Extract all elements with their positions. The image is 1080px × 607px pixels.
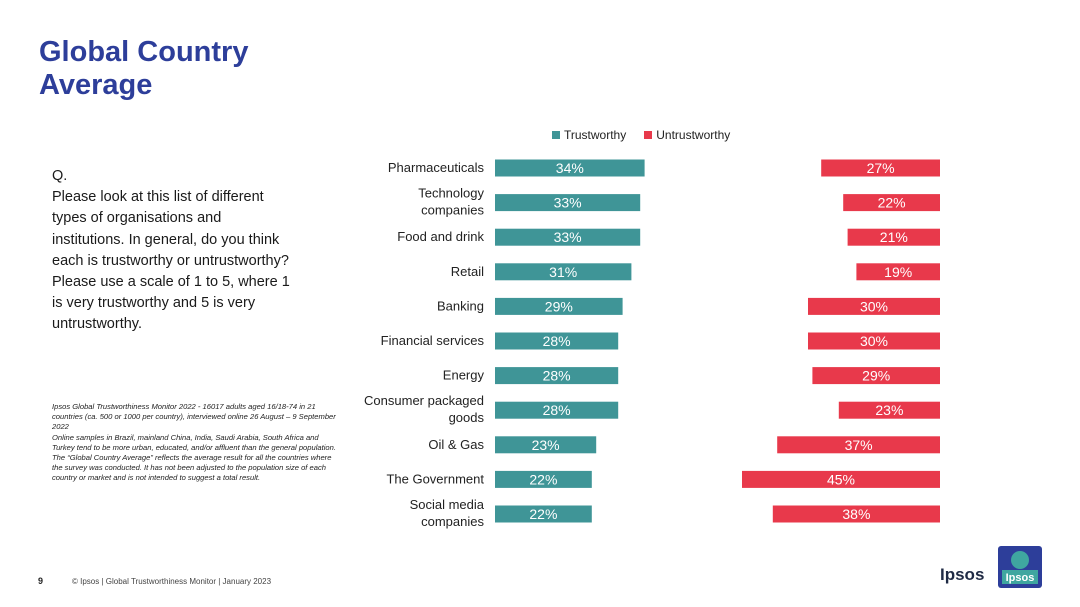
category-label: Food and drink (397, 229, 484, 244)
bar-trustworthy (495, 436, 597, 454)
chart-legend: Trustworthy Untrustworthy (552, 128, 730, 142)
bar-untrustworthy (808, 332, 940, 350)
bar-label-trustworthy: 33% (554, 195, 582, 211)
bar-label-untrustworthy: 19% (884, 264, 912, 280)
category-label: Oil & Gas (428, 437, 484, 452)
bar-label-trustworthy: 28% (543, 402, 571, 418)
bar-trustworthy (495, 297, 623, 315)
notes-line-3: The “Global Country Average” reflects th… (52, 453, 332, 483)
bar-label-trustworthy: 33% (554, 229, 582, 245)
bar-label-untrustworthy: 45% (827, 471, 855, 487)
bar-label-trustworthy: 29% (545, 298, 573, 314)
legend-swatch-untrustworthy (644, 131, 653, 139)
bar-label-trustworthy: 28% (543, 368, 571, 384)
legend-item-untrustworthy: Untrustworthy (644, 128, 730, 142)
bar-untrustworthy (821, 159, 940, 177)
category-label: Energy (443, 368, 485, 383)
logo-badge-text: Ipsos (1006, 572, 1035, 584)
bar-untrustworthy (838, 401, 940, 419)
bar-untrustworthy (742, 470, 940, 488)
bar-untrustworthy (847, 228, 940, 246)
bar-label-trustworthy: 31% (549, 264, 577, 280)
bar-label-untrustworthy: 22% (878, 195, 906, 211)
bar-label-untrustworthy: 23% (875, 402, 903, 418)
page-number: 9 (38, 576, 44, 586)
bar-label-trustworthy: 28% (543, 333, 571, 349)
bar-trustworthy (495, 401, 619, 419)
category-label: Consumer packaged goods (364, 393, 484, 425)
category-label: Technology companies (418, 186, 484, 218)
bar-label-untrustworthy: 30% (860, 333, 888, 349)
bar-untrustworthy (843, 194, 940, 212)
bar-label-trustworthy: 34% (556, 160, 584, 176)
notes-line-1: Ipsos Global Trustworthiness Monitor 202… (52, 402, 336, 432)
bar-label-untrustworthy: 27% (867, 160, 895, 176)
bar-trustworthy (495, 505, 592, 523)
notes-line-2: Online samples in Brazil, mainland China… (52, 432, 336, 452)
question-label: Q. (52, 168, 68, 184)
bar-label-trustworthy: 22% (529, 506, 557, 522)
legend-swatch-trustworthy (552, 131, 560, 139)
bar-untrustworthy (808, 297, 940, 315)
category-label: The Government (386, 471, 484, 486)
bar-label-untrustworthy: 21% (880, 229, 908, 245)
category-label: Financial services (381, 333, 485, 348)
bar-untrustworthy (772, 505, 940, 523)
bar-trustworthy (495, 263, 632, 281)
methodology-notes: Ipsos Global Trustworthiness Monitor 202… (52, 402, 342, 484)
bar-trustworthy (495, 159, 645, 177)
bar-label-trustworthy: 23% (532, 437, 560, 453)
bar-label-untrustworthy: 38% (842, 506, 870, 522)
category-label: Retail (451, 264, 484, 279)
ipsos-wordmark: Ipsos (940, 565, 985, 584)
bar-trustworthy (495, 332, 619, 350)
bar-untrustworthy (812, 367, 940, 385)
footer-copyright: © Ipsos | Global Trustworthiness Monitor… (72, 577, 272, 586)
category-label: Banking (437, 298, 484, 313)
legend-item-trustworthy: Trustworthy (552, 128, 626, 142)
category-label: Social media companies (410, 497, 485, 529)
category-label: Pharmaceuticals (388, 160, 485, 175)
bar-trustworthy (495, 194, 641, 212)
bar-untrustworthy (856, 263, 940, 281)
bar-trustworthy (495, 367, 619, 385)
bar-label-untrustworthy: 30% (860, 298, 888, 314)
bar-label-trustworthy: 22% (529, 471, 557, 487)
bar-trustworthy (495, 470, 592, 488)
legend-label-untrustworthy: Untrustworthy (656, 128, 731, 142)
bar-label-untrustworthy: 29% (862, 368, 890, 384)
ipsos-logo-icon: Ipsos (998, 546, 1042, 588)
question-block: Q. Please look at this list of different… (52, 166, 292, 336)
legend-label-trustworthy: Trustworthy (564, 128, 627, 142)
bar-untrustworthy (777, 436, 940, 454)
question-text: Please look at this list of different ty… (52, 189, 290, 333)
bar-label-untrustworthy: 37% (845, 437, 873, 453)
bar-trustworthy (495, 228, 641, 246)
page-title: Global Country Average (39, 36, 249, 101)
